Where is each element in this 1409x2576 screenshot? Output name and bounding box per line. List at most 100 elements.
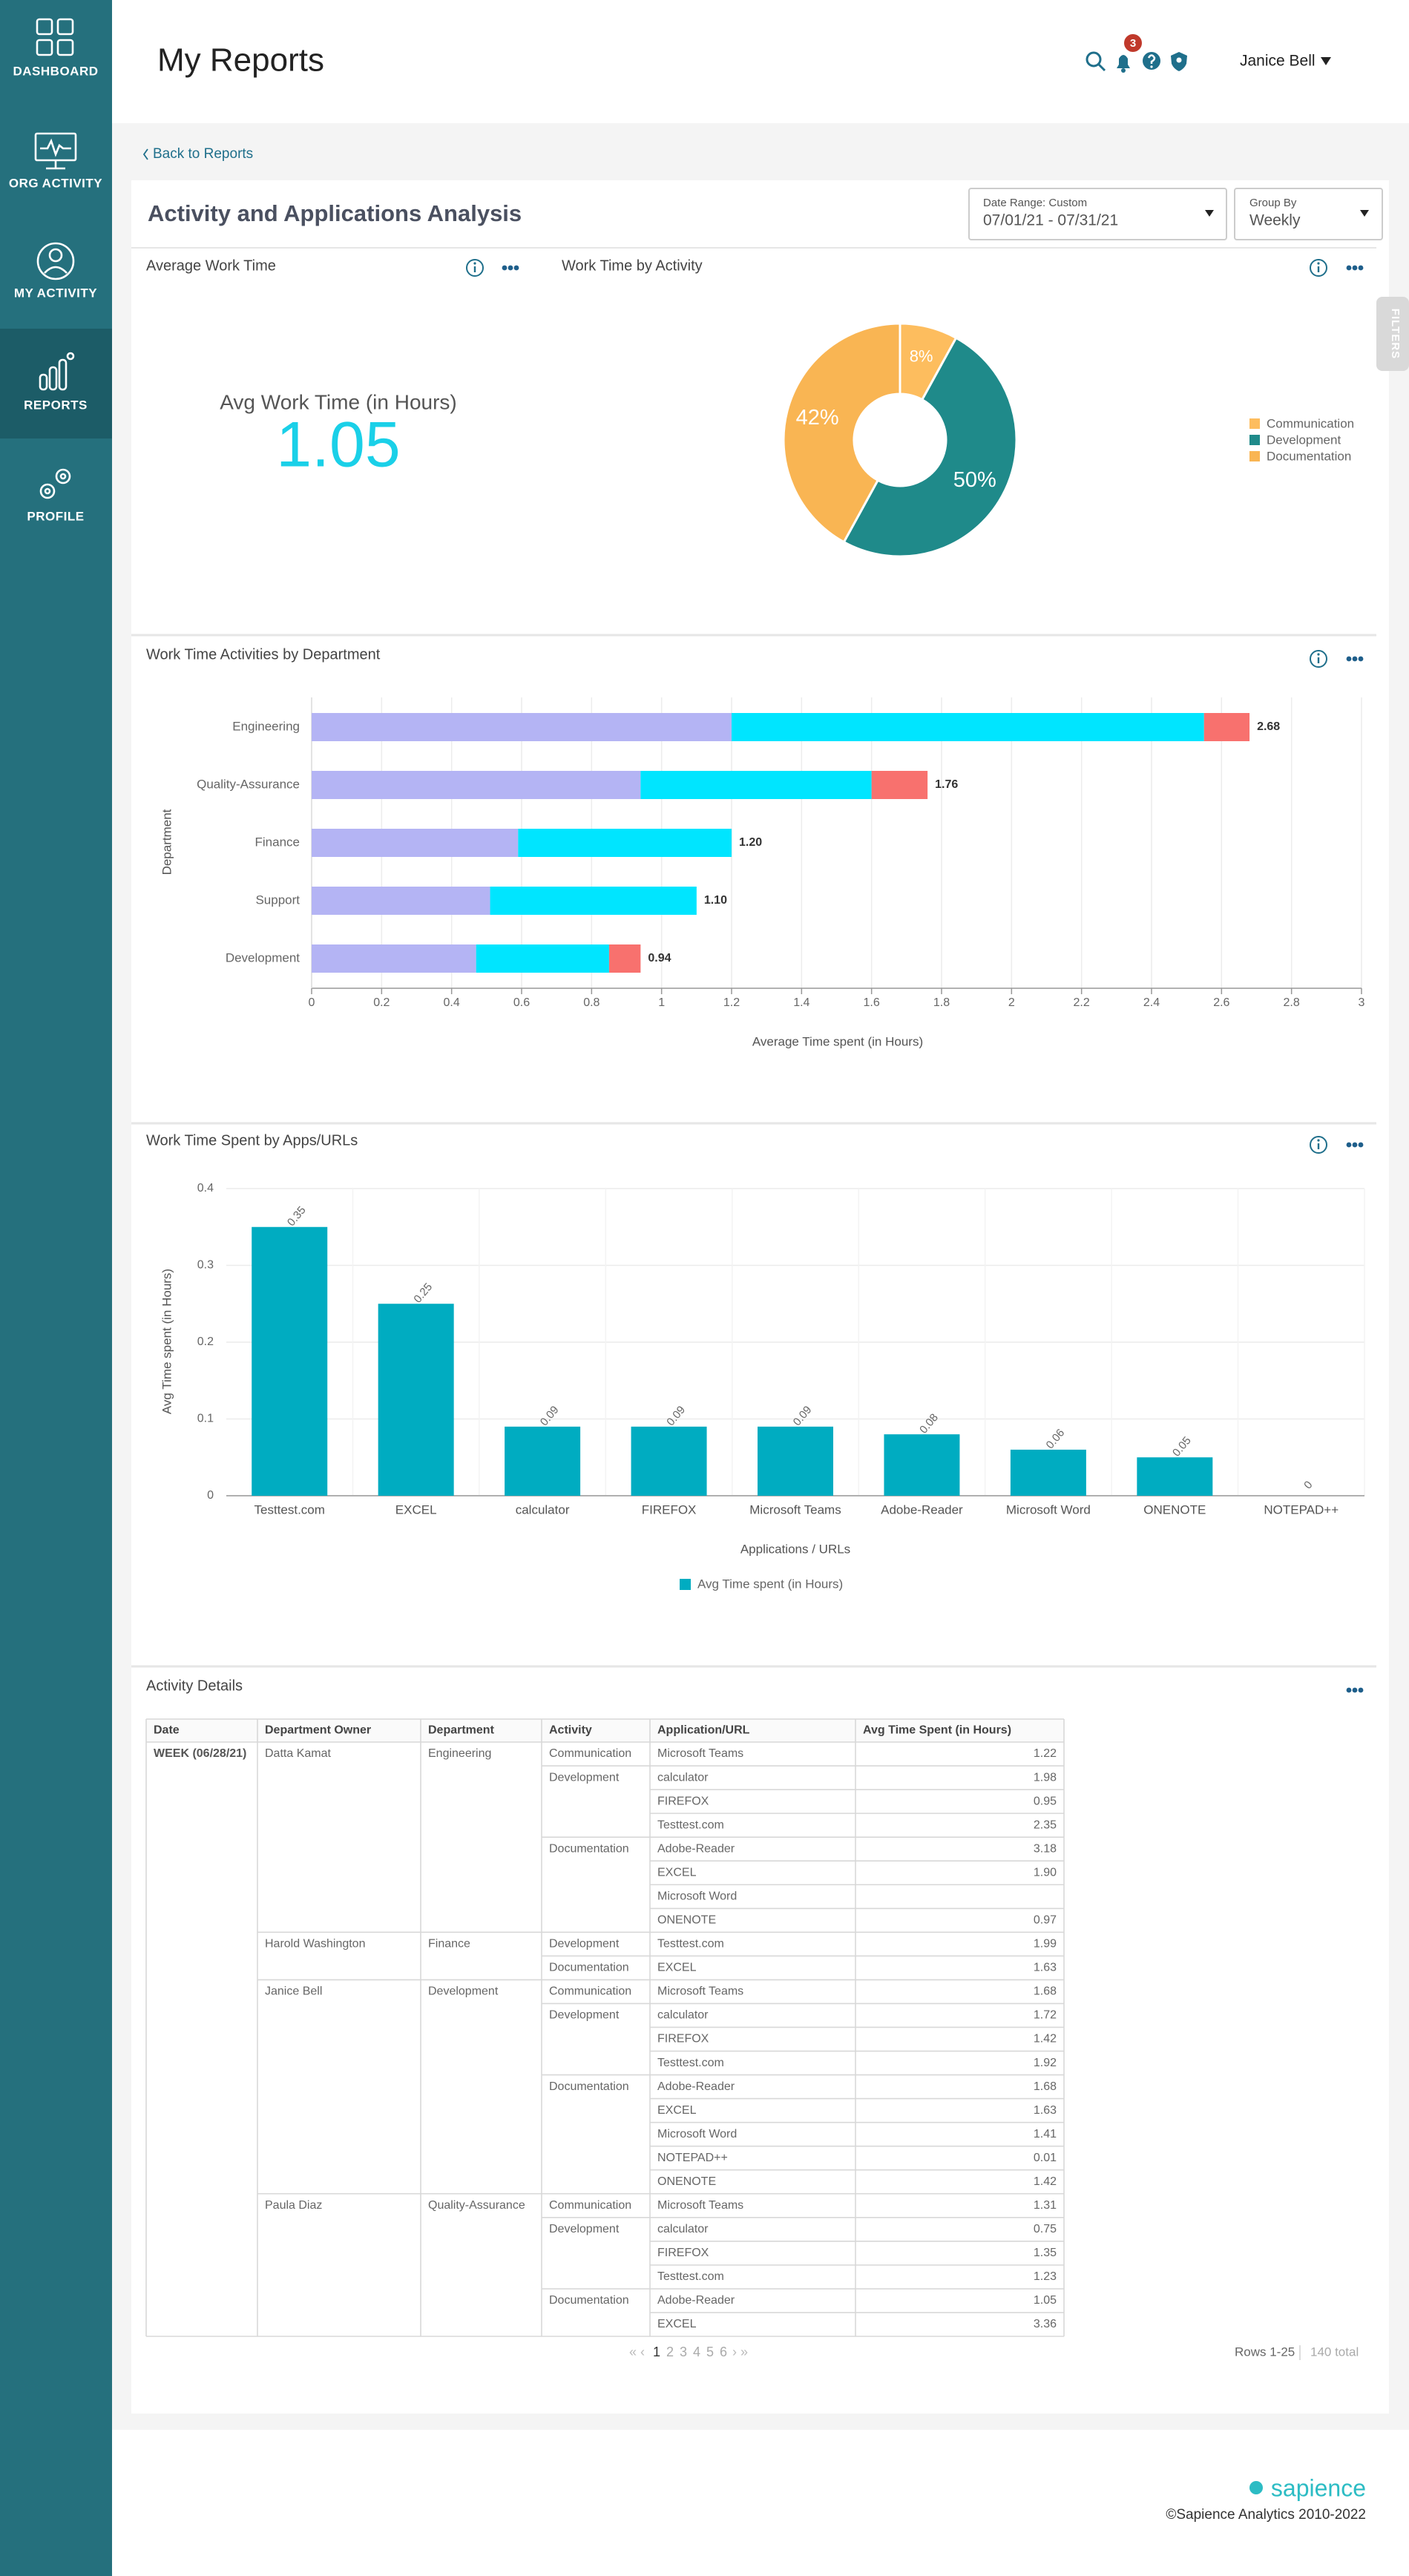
table-cell: Janice Bell: [265, 1985, 322, 1998]
page-number[interactable]: 4: [693, 2345, 700, 2359]
info-icon[interactable]: [1310, 259, 1327, 277]
legend-swatch: [1249, 435, 1260, 445]
table-cell: 1.98: [1034, 1771, 1057, 1784]
info-icon[interactable]: [466, 259, 484, 277]
group-by-select[interactable]: [1234, 188, 1383, 240]
table-cell: FIREFOX: [657, 1795, 709, 1807]
bar: [378, 1304, 454, 1496]
rows-range: Rows 1-25: [1235, 2345, 1295, 2359]
menu-dot[interactable]: [1346, 265, 1352, 271]
y-tick-label: Quality-Assurance: [197, 777, 300, 791]
table-cell: Communication: [549, 2199, 631, 2212]
x-tick-label: 0.8: [583, 996, 600, 1009]
table-cell: 1.22: [1034, 1747, 1057, 1760]
menu-dot[interactable]: [1358, 656, 1364, 662]
y-tick-label: 0.1: [197, 1413, 214, 1425]
user-dropdown-caret[interactable]: [1321, 57, 1331, 65]
y-axis-label: Avg Time spent (in Hours): [160, 1269, 174, 1414]
x-tick-label: 0.2: [373, 996, 390, 1009]
nav-item[interactable]: MY ACTIVITY: [14, 286, 97, 300]
bar: [884, 1434, 960, 1496]
dropdown-caret[interactable]: [1360, 210, 1369, 217]
table-cell: calculator: [657, 1771, 709, 1784]
bar: [1137, 1457, 1213, 1496]
legend-label: Communication: [1267, 416, 1354, 430]
info-icon-dot: [1317, 262, 1320, 265]
user-name[interactable]: Janice Bell: [1240, 53, 1316, 70]
menu-dot[interactable]: [1352, 265, 1358, 271]
table-cell: calculator: [657, 2223, 709, 2235]
pagination-prev[interactable]: « ‹: [629, 2345, 645, 2359]
page-number[interactable]: 2: [666, 2345, 674, 2359]
info-icon[interactable]: [1310, 650, 1327, 668]
page-title: My Reports: [157, 42, 324, 79]
help-icon[interactable]: [1143, 52, 1160, 70]
bar-segment: [871, 771, 928, 799]
page-number[interactable]: 6: [720, 2345, 727, 2359]
header-bar: [112, 0, 1409, 123]
bell-icon[interactable]: [1117, 55, 1130, 73]
report-card: [131, 180, 1389, 2414]
table-header: [146, 1719, 1064, 1742]
x-tick-label: 2.4: [1143, 996, 1160, 1009]
page-number[interactable]: 5: [706, 2345, 714, 2359]
date-range-select[interactable]: [968, 188, 1227, 240]
y-tick-label: 0.2: [197, 1335, 214, 1348]
bar-segment: [312, 713, 732, 741]
x-tick-label: 1.8: [933, 996, 950, 1009]
filters-label[interactable]: FILTERS: [1389, 309, 1402, 359]
pagination-next[interactable]: › »: [732, 2345, 748, 2359]
table-cell: Documentation: [549, 2294, 629, 2307]
menu-dot[interactable]: [502, 265, 508, 271]
page-number[interactable]: 3: [680, 2345, 687, 2359]
notification-badge: [1124, 34, 1142, 52]
nav-item[interactable]: REPORTS: [24, 398, 88, 412]
info-icon[interactable]: [1310, 1136, 1327, 1154]
legend-label: Development: [1267, 433, 1341, 447]
bar-segment: [476, 944, 609, 973]
filters-tab[interactable]: [1376, 297, 1409, 371]
x-tick-label: EXCEL: [395, 1502, 437, 1517]
menu-dot[interactable]: [513, 265, 519, 271]
legend-swatch: [1249, 418, 1260, 429]
table-cell: 1.63: [1034, 2104, 1057, 2117]
reports-icon: [39, 352, 75, 391]
page-number[interactable]: 1: [653, 2345, 660, 2359]
menu-dot[interactable]: [1352, 656, 1358, 662]
table-cell: 1.99: [1034, 1938, 1057, 1951]
table-cell: 1.41: [1034, 2128, 1057, 2140]
x-tick-label: Microsoft Teams: [749, 1502, 841, 1517]
menu-dot[interactable]: [1346, 1687, 1352, 1693]
back-link[interactable]: Back to Reports: [153, 146, 253, 162]
table-cell: Documentation: [549, 2080, 629, 2093]
x-tick-label: 2.2: [1074, 996, 1090, 1009]
menu-dot[interactable]: [1358, 1142, 1364, 1148]
menu-dot[interactable]: [1358, 1687, 1364, 1693]
kpi-value: 1.05: [276, 410, 400, 481]
menu-dot[interactable]: [1352, 1687, 1358, 1693]
menu-dot[interactable]: [1352, 1142, 1358, 1148]
search-icon[interactable]: [1086, 51, 1106, 72]
brand: sapience: [1271, 2474, 1366, 2501]
y-tick-label: 0: [207, 1489, 214, 1502]
column-header: Date: [154, 1724, 180, 1737]
dropdown-caret[interactable]: [1205, 210, 1214, 217]
table-cell: 1.42: [1034, 2175, 1057, 2188]
menu-dot[interactable]: [1346, 656, 1352, 662]
menu-dot[interactable]: [508, 265, 513, 271]
back-arrow[interactable]: [142, 148, 148, 160]
copyright: ©Sapience Analytics 2010-2022: [1166, 2507, 1366, 2523]
x-tick-label: 0: [309, 996, 315, 1009]
nav-item[interactable]: ORG ACTIVITY: [9, 176, 102, 190]
table-cell: 1.05: [1034, 2294, 1057, 2307]
slice-label: 8%: [910, 346, 933, 365]
table-cell: EXCEL: [657, 1866, 697, 1879]
table-cell: Development: [549, 1771, 620, 1784]
nav-item[interactable]: PROFILE: [27, 509, 84, 523]
shield-icon[interactable]: [1171, 52, 1187, 71]
x-tick-label: 1: [658, 996, 665, 1009]
nav-item[interactable]: DASHBOARD: [13, 64, 99, 78]
menu-dot[interactable]: [1358, 265, 1364, 271]
menu-dot[interactable]: [1346, 1142, 1352, 1148]
